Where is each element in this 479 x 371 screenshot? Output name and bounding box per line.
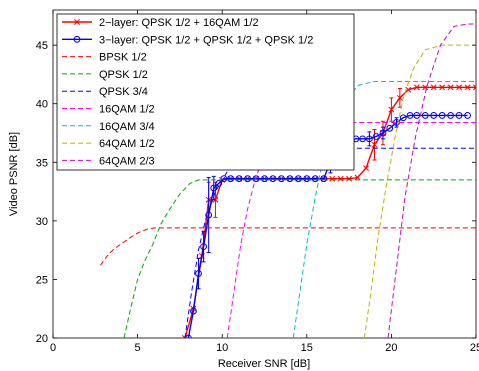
legend-label: 2−layer: QPSK 1/2 + 16QAM 1/2 (99, 17, 259, 29)
x-tick-label: 20 (385, 342, 397, 354)
y-tick-label: 40 (36, 99, 48, 111)
data-point (190, 307, 197, 315)
legend-label: 16QAM 1/2 (99, 104, 155, 116)
data-point (359, 135, 367, 143)
legend-label: QPSK 3/4 (99, 86, 148, 98)
legend-box (56, 13, 355, 171)
legend-item-16qam-3-4: 16QAM 3/4 (62, 121, 155, 133)
legend-label: 64QAM 2/3 (99, 155, 155, 167)
data-point (303, 175, 311, 183)
data-point (399, 114, 407, 122)
legend-label: 3−layer: QPSK 1/2 + QPSK 1/2 + QPSK 1/2 (99, 34, 313, 46)
y-tick-label: 25 (36, 274, 48, 286)
data-point (354, 174, 361, 181)
data-point (464, 112, 471, 119)
data-point (438, 112, 446, 119)
data-point (388, 106, 395, 113)
data-point (473, 84, 476, 91)
data-point (455, 112, 463, 119)
data-point (386, 124, 394, 132)
series-bpsk-1-2 (99, 227, 476, 266)
legend-label: 64QAM 1/2 (99, 138, 155, 150)
series-line (363, 44, 476, 338)
y-tick-label: 35 (36, 157, 48, 169)
y-tick-label: 20 (36, 333, 48, 345)
data-point (227, 175, 235, 183)
data-point (182, 335, 188, 338)
x-tick-label: 0 (50, 342, 56, 354)
tick-layer: 0 5 10 15 20 25 20 25 30 35 40 45 (36, 10, 479, 354)
data-point (244, 175, 251, 183)
legend-item-3-layer-qpsk-1-2-qpsk-1-2-qpsk-1-2: 3−layer: QPSK 1/2 + QPSK 1/2 + QPSK 1/2 (62, 34, 313, 46)
data-point (346, 175, 353, 182)
data-point (210, 184, 218, 192)
data-point (405, 86, 412, 93)
legend-item-bpsk-1-2: BPSK 1/2 (62, 52, 147, 64)
data-point (372, 133, 380, 140)
data-point (320, 175, 328, 183)
data-point (396, 94, 403, 101)
series-qpsk-1-2 (123, 179, 476, 338)
data-point (447, 112, 455, 119)
data-point (261, 175, 268, 183)
x-tick-label: 25 (470, 342, 479, 354)
data-point (439, 84, 446, 91)
y-axis-label: Video PSNR [dB] (8, 132, 20, 216)
data-point (379, 129, 387, 137)
legend-item-16qam-1-2: 16QAM 1/2 (62, 104, 155, 116)
data-point (294, 175, 302, 183)
series-64qam-2-3 (387, 23, 476, 338)
x-axis-label: Receiver SNR [dB] (218, 358, 310, 370)
y-tick-label: 45 (36, 40, 48, 52)
data-point (366, 135, 373, 143)
legend-label: BPSK 1/2 (99, 52, 147, 64)
legend: 2−layer: QPSK 1/2 + 16QAM 1/2 3−layer: QP… (56, 13, 355, 171)
series-line (123, 179, 476, 338)
series-64qam-1-2 (363, 44, 476, 338)
legend-label: 16QAM 3/4 (99, 121, 155, 133)
data-point (269, 175, 277, 183)
data-point (421, 112, 429, 119)
data-point (406, 112, 414, 119)
legend-item-qpsk-3-4: QPSK 3/4 (62, 86, 148, 98)
legend-marker (73, 35, 81, 43)
legend-marker (74, 19, 80, 25)
series-line (99, 227, 476, 266)
legend-item-qpsk-1-2: QPSK 1/2 (62, 69, 148, 81)
data-point (413, 112, 421, 119)
legend-item-2-layer-qpsk-1-2-16qam-1-2: 2−layer: QPSK 1/2 + 16QAM 1/2 (62, 17, 259, 29)
error-bar (380, 126, 385, 140)
data-point (456, 84, 463, 91)
data-point (200, 243, 207, 251)
data-point (447, 84, 454, 91)
error-bar (367, 131, 372, 147)
data-point (422, 84, 429, 91)
data-point (464, 84, 471, 91)
x-tick-label: 10 (216, 342, 228, 354)
legend-label: QPSK 1/2 (99, 69, 148, 81)
data-point (413, 84, 420, 91)
data-point (311, 175, 319, 183)
data-point (329, 175, 336, 182)
error-bar (206, 177, 211, 253)
data-point (184, 334, 192, 338)
data-point (195, 270, 202, 277)
series-line (387, 23, 476, 338)
data-point (337, 175, 344, 182)
legend-item-64qam-1-2: 64QAM 1/2 (62, 138, 155, 150)
data-point (363, 165, 369, 172)
error-bar (201, 230, 206, 263)
data-point (286, 175, 294, 183)
data-point (430, 84, 437, 91)
data-point (430, 112, 438, 119)
data-point (371, 141, 378, 148)
x-tick-label: 5 (135, 342, 141, 354)
data-point (278, 175, 285, 183)
y-tick-label: 30 (36, 216, 48, 228)
x-tick-label: 15 (301, 342, 313, 354)
legend-item-64qam-2-3: 64QAM 2/3 (62, 155, 155, 167)
data-point (220, 175, 228, 183)
data-point (235, 175, 243, 183)
